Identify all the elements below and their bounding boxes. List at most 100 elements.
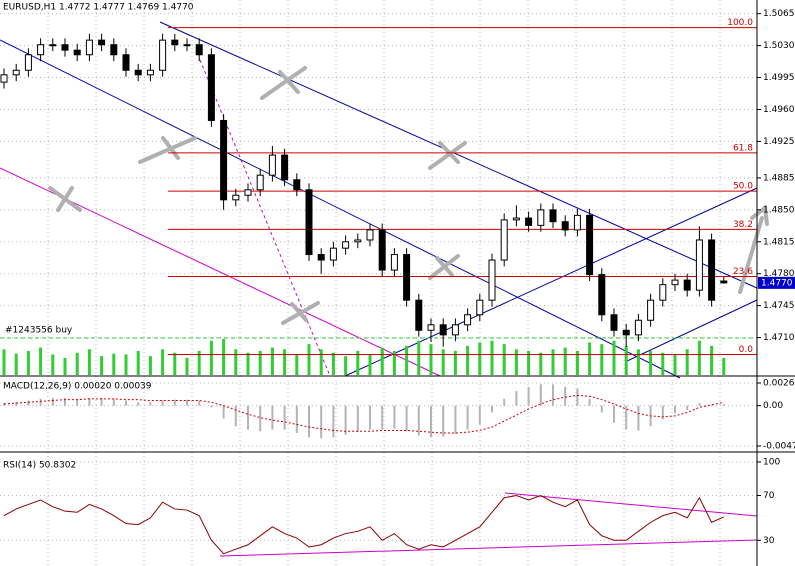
macd-bar	[491, 405, 493, 413]
candle-body	[451, 324, 459, 336]
macd-bar	[710, 404, 713, 406]
trend-line	[0, 39, 681, 379]
volume-bar	[356, 351, 360, 375]
macd-bar	[393, 405, 396, 429]
rsi-trend-line	[504, 492, 758, 517]
candle-body	[390, 254, 398, 271]
volume-bar	[685, 349, 689, 375]
macd-bar	[271, 405, 274, 430]
candle-body	[98, 39, 106, 46]
candle-body	[293, 179, 301, 191]
macd-bar	[222, 405, 225, 419]
volume-bar	[405, 345, 409, 375]
macd-bar	[466, 405, 469, 430]
volume-bar	[502, 344, 506, 375]
candle-body	[232, 194, 240, 201]
macd-bar	[381, 405, 384, 430]
volume-bar	[112, 353, 116, 375]
macd-bar	[722, 403, 725, 406]
volume-bar	[148, 356, 152, 375]
volume-bar	[600, 344, 604, 375]
volume-bar	[283, 349, 287, 375]
candle-body	[134, 69, 142, 76]
volume-bar	[319, 349, 323, 375]
candle-body	[183, 44, 191, 47]
macd-bar	[686, 405, 689, 410]
macd-bar	[478, 405, 481, 425]
y-tick-label: 0.00	[763, 401, 783, 411]
macd-bar	[674, 405, 676, 414]
macd-bar	[369, 405, 371, 430]
y-tick-label: -0.00472	[763, 442, 795, 452]
volume-bar	[514, 349, 518, 375]
candle-body	[683, 279, 691, 291]
macd-title: MACD(12,26,9) 0.00020 0.00039	[3, 382, 152, 392]
volume-bar	[563, 347, 567, 375]
y-tick-label: 1.5065	[763, 9, 795, 19]
candle-body	[659, 284, 667, 301]
y-tick-label: 1.4885	[763, 173, 795, 183]
volume-bar	[661, 352, 665, 375]
candle-body	[195, 44, 203, 56]
candle-body	[671, 279, 679, 286]
y-tick-label: 1.4780	[763, 269, 795, 279]
volume-bar	[197, 351, 201, 375]
cross-mark	[138, 136, 197, 164]
candle-body	[549, 209, 557, 223]
macd-bar	[210, 405, 213, 408]
volume-bar	[453, 351, 457, 375]
volume-bar	[636, 349, 640, 375]
volume-bar	[539, 352, 543, 375]
y-tick-label: 100	[763, 457, 780, 467]
y-tick-label: 1.4995	[763, 73, 795, 83]
volume-bar	[490, 340, 494, 375]
candle-body	[268, 154, 276, 176]
macd-bar	[430, 405, 432, 438]
macd-bar	[76, 398, 79, 406]
macd-bar	[637, 405, 640, 431]
candle-body	[342, 241, 350, 249]
candle-body	[146, 69, 154, 76]
volume-bar	[39, 347, 43, 375]
volume-bar	[478, 342, 482, 375]
y-tick-label: 30	[763, 536, 775, 546]
candle-body	[171, 39, 179, 46]
volume-bar	[697, 340, 701, 375]
macd-bar	[88, 397, 91, 406]
macd-bar	[259, 405, 262, 432]
macd-bar	[161, 400, 164, 406]
volume-bar	[26, 351, 30, 375]
macd-bar	[112, 398, 115, 406]
candle-body	[49, 44, 57, 47]
macd-bar	[283, 405, 286, 430]
volume-bar	[307, 344, 311, 375]
volume-bar	[258, 351, 262, 375]
candle-body	[329, 247, 337, 261]
cross-mark	[281, 301, 320, 325]
volume-bar	[270, 347, 274, 375]
volume-bar	[124, 354, 128, 375]
macd-bar	[613, 405, 615, 423]
volume-bar	[710, 345, 714, 375]
candle-body	[305, 189, 313, 256]
candle-body	[598, 274, 606, 316]
volume-bar	[588, 342, 592, 375]
candle-body	[427, 324, 435, 331]
last-price-label: 1.4770	[761, 278, 793, 288]
candle-body	[647, 299, 655, 321]
fib-label: 100.0	[727, 18, 753, 28]
candle-body	[476, 299, 484, 316]
volume-bar	[222, 339, 226, 375]
volume-bar	[246, 352, 250, 375]
candle-body	[634, 319, 642, 336]
y-tick-label: 1.4925	[763, 137, 795, 147]
macd-bar	[442, 405, 445, 437]
trend-line	[199, 59, 331, 377]
candle-body	[220, 119, 228, 201]
candle-body	[244, 189, 252, 196]
volume-bar	[234, 349, 238, 375]
cross-mark	[260, 66, 307, 100]
y-tick-label: 1.4815	[763, 237, 795, 247]
